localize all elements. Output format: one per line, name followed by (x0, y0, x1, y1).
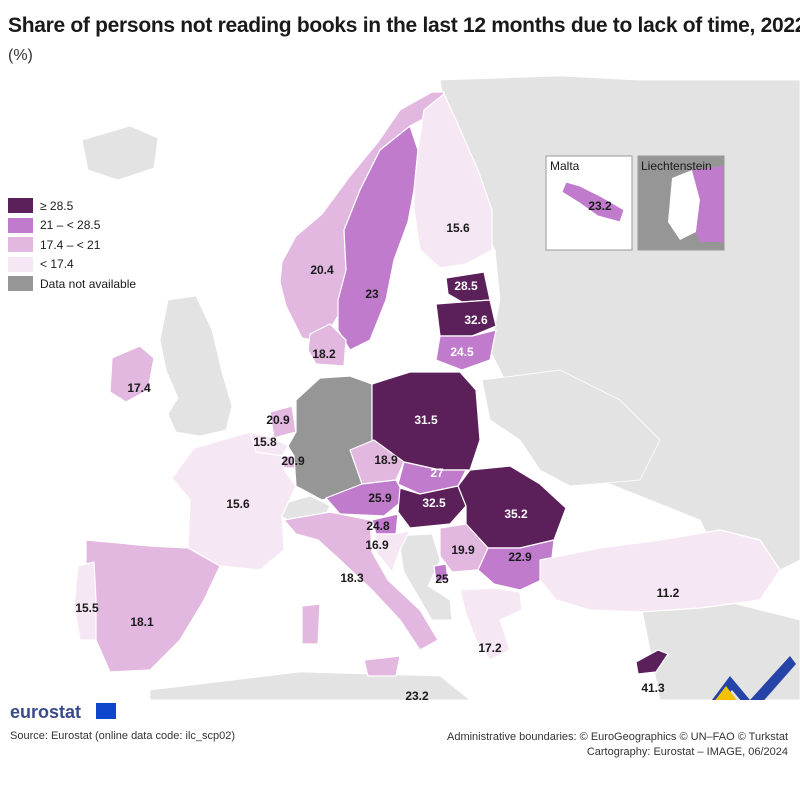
value-estonia: 28.5 (454, 279, 478, 293)
value-norway: 20.4 (310, 263, 334, 277)
iceland-land (81, 125, 159, 181)
lithuania-shape (435, 329, 497, 371)
balkans-land (397, 533, 453, 621)
croatia-shape (375, 529, 411, 573)
legend-swatch (8, 276, 33, 292)
malta-inset-title: Malta (550, 159, 580, 173)
legend-item: 21 – < 28.5 (8, 216, 136, 236)
denmark-shape (307, 323, 347, 367)
turkey-shape (539, 529, 781, 613)
value-spain: 18.1 (130, 615, 154, 629)
credits-cartography: Cartography: Eurostat – IMAGE, 06/2024 (586, 746, 788, 758)
ukraine-land (481, 369, 661, 487)
value-hungary: 32.5 (422, 496, 446, 510)
value-denmark: 18.2 (312, 347, 336, 361)
value-slovenia: 24.8 (366, 519, 390, 533)
greece-shape (459, 587, 523, 661)
legend-label: 17.4 – < 21 (40, 237, 101, 252)
hungary-shape (397, 485, 467, 529)
legend-label: < 17.4 (40, 257, 74, 272)
legend-item: ≥ 28.5 (8, 196, 136, 216)
inset-labels: Malta Liechtenstein (550, 159, 712, 173)
sardinia-shape (301, 603, 321, 645)
eu-flag-icon (96, 703, 116, 719)
value-bulgaria: 22.9 (508, 550, 532, 564)
legend-swatch (8, 198, 33, 214)
value-poland: 31.5 (414, 413, 438, 427)
map-title: Share of persons not reading books in th… (8, 14, 800, 37)
montenegro-shape (433, 563, 449, 583)
sicily-shape (363, 655, 401, 677)
value-ireland: 17.4 (127, 381, 151, 395)
legend-swatch (8, 237, 33, 253)
france-shape (171, 431, 297, 571)
credits-note: Administrative boundaries: © EuroGeograp… (447, 730, 788, 760)
value-turkey: 11.2 (657, 586, 680, 600)
value-austria: 25.9 (368, 491, 392, 505)
value-malta-main: 23.2 (405, 689, 429, 700)
eu-countries (73, 91, 781, 677)
value-luxembourg: 20.9 (281, 454, 305, 468)
italy-shape (283, 511, 439, 651)
legend-item: 17.4 – < 21 (8, 235, 136, 255)
source-note: Source: Eurostat (online data code: ilc_… (10, 730, 236, 742)
legend-swatch (8, 256, 33, 272)
legend-item: < 17.4 (8, 255, 136, 275)
bulgaria-shape (477, 539, 555, 591)
value-finland: 15.6 (446, 221, 470, 235)
value-italy: 18.3 (340, 571, 364, 585)
sweden-shape (337, 125, 419, 351)
uk-land (159, 295, 233, 437)
value-sweden: 23 (365, 287, 379, 301)
value-slovakia: 27 (430, 466, 444, 480)
value-france: 15.6 (226, 497, 250, 511)
eurostat-chevron-logo (712, 656, 796, 700)
credits-boundaries: Administrative boundaries: © EuroGeograp… (446, 731, 788, 743)
value-serbia: 19.9 (451, 543, 475, 557)
malta-shape (561, 181, 625, 223)
legend-label: ≥ 28.5 (40, 198, 74, 213)
value-montenegro: 25 (435, 572, 449, 586)
germany-shape (287, 375, 373, 501)
liechtenstein-inset (637, 155, 725, 251)
value-lithuania: 24.5 (450, 345, 474, 359)
czechia-shape (349, 439, 405, 485)
portugal-shape (73, 561, 97, 641)
legend-label: 21 – < 28.5 (40, 218, 101, 233)
liechtenstein-shape (668, 170, 700, 240)
value-netherlands: 20.9 (266, 413, 290, 427)
liechtenstein-neighbour-shape (692, 166, 724, 242)
legend-swatch (8, 217, 33, 233)
legend: ≥ 28.5 21 – < 28.5 17.4 – < 21 < 17.4 Data n… (8, 196, 136, 294)
spain-shape (85, 539, 221, 673)
finland-shape (413, 93, 493, 269)
value-greece: 17.2 (478, 641, 502, 655)
cyprus-shape (635, 649, 669, 675)
value-latvia: 32.6 (464, 313, 488, 327)
value-belgium: 15.8 (253, 435, 277, 449)
value-croatia: 16.9 (365, 538, 389, 552)
map-subtitle: (%) (8, 47, 33, 64)
malta-inset (545, 155, 633, 251)
north-africa-land (149, 671, 471, 700)
liechtenstein-inset-title: Liechtenstein (641, 159, 712, 173)
value-labels: 15.6 23 20.4 28.5 32.6 24.5 18.2 17.4 20… (75, 199, 679, 700)
legend-label: Data not available (40, 276, 137, 291)
legend-item: Data not available (8, 274, 136, 294)
value-cyprus: 41.3 (641, 681, 665, 695)
value-portugal: 15.5 (75, 601, 99, 615)
eurostat-logo-text: eurostat (10, 702, 82, 722)
value-romania: 35.2 (504, 507, 528, 521)
choropleth-map: 15.6 23 20.4 28.5 32.6 24.5 18.2 17.4 20… (73, 75, 800, 700)
value-malta-inset: 23.2 (588, 199, 612, 213)
value-czechia: 18.9 (374, 453, 398, 467)
ireland-shape (109, 345, 155, 403)
